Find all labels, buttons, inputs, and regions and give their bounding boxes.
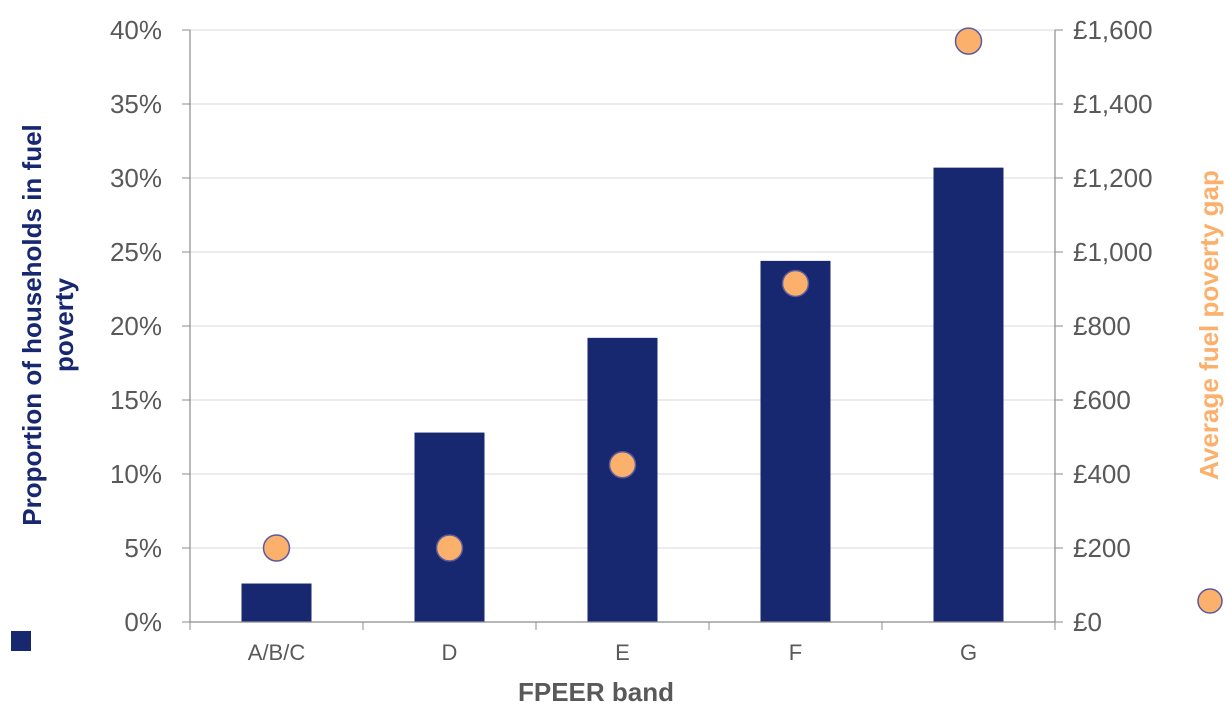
y-tick-label: 35%: [110, 89, 162, 119]
y-tick-label: 0%: [124, 607, 162, 637]
x-tick-label: G: [960, 640, 977, 665]
y2-tick-label: £1,200: [1073, 163, 1153, 193]
y2-tick-label: £1,000: [1073, 237, 1153, 267]
y-axis-title-line-1: Proportion of households in fuel: [17, 124, 47, 526]
x-axis-title: FPEER band: [518, 677, 674, 706]
axes: [182, 29, 1063, 630]
bar-series: [241, 167, 1004, 622]
bar: [587, 337, 658, 622]
y-tick-label: 20%: [110, 311, 162, 341]
y-tick-label: 30%: [110, 163, 162, 193]
bar: [241, 583, 312, 622]
point-legend-key-icon: [1197, 588, 1223, 614]
y2-tick-label: £200: [1073, 533, 1131, 563]
data-point: [954, 27, 983, 55]
y2-tick-label: £400: [1073, 459, 1131, 489]
y-tick-label: 40%: [110, 15, 162, 45]
y-tick-label: 10%: [110, 459, 162, 489]
y2-tick-label: £800: [1073, 311, 1131, 341]
point-series: [262, 27, 983, 562]
data-point: [435, 534, 464, 562]
bar-legend-key-icon: [11, 631, 31, 651]
data-point: [781, 269, 810, 298]
y-tick-label: 15%: [110, 385, 162, 415]
y-axis-title-line-2: poverty: [49, 278, 79, 372]
y2-tick-label: £600: [1073, 385, 1131, 415]
y2-tick-label: £0: [1073, 607, 1102, 637]
x-tick-label: A/B/C: [248, 640, 306, 665]
data-point: [608, 451, 637, 479]
bar: [760, 260, 831, 622]
y-tick-label: 5%: [124, 533, 162, 563]
left-axis-tick-labels: 0% 5% 10% 15% 20% 25% 30% 35% 40%: [110, 15, 162, 637]
y-tick-label: 25%: [110, 237, 162, 267]
y2-axis-title: Average fuel poverty gap: [1194, 170, 1224, 480]
y2-tick-label: £1,400: [1073, 89, 1153, 119]
right-axis-tick-labels: £0 £200 £400 £600 £800 £1,000 £1,200 £1,400 £1,6…: [1073, 15, 1153, 637]
bar: [414, 432, 485, 622]
x-tick-label: F: [789, 640, 802, 665]
x-tick-label: D: [442, 640, 458, 665]
bar: [933, 167, 1004, 622]
x-tick-label: E: [615, 640, 630, 665]
data-point: [262, 534, 291, 562]
y2-tick-label: £1,600: [1073, 15, 1153, 45]
category-tick-labels: A/B/C D E F G: [248, 640, 977, 665]
